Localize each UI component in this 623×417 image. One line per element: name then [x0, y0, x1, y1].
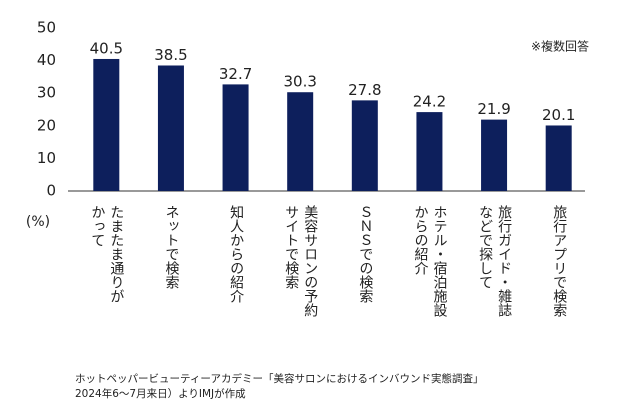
bar [416, 112, 443, 191]
y-axis-label: (%) [26, 214, 50, 230]
bar [222, 84, 249, 191]
x-tick-label: 知人からの紹介 [228, 205, 245, 303]
y-tick-label: 20 [37, 116, 56, 134]
note: ※複数回答 [531, 39, 589, 54]
bar [93, 58, 120, 191]
x-tick-label: ネットで検索 [163, 205, 180, 289]
bar [157, 65, 184, 191]
value-label: 40.5 [90, 39, 123, 57]
x-tick-label: 旅行ガイド・雑誌 などで探して [477, 205, 513, 317]
x-tick-label: ホテル・宿泊施設 からの紹介 [412, 205, 448, 317]
x-tick-label: 美容サロンの予約 サイトで検索 [283, 205, 319, 317]
bar [545, 125, 572, 191]
bar [287, 92, 314, 191]
value-label: 38.5 [154, 46, 187, 64]
y-tick-label: 40 [37, 51, 56, 69]
x-tick-label: ＳＮＳでの検索 [357, 205, 374, 303]
value-label: 30.3 [283, 73, 316, 91]
bar [351, 100, 378, 191]
y-tick-label: 10 [37, 149, 56, 167]
value-label: 21.9 [477, 100, 510, 118]
x-tick-label: 旅行アプリで検索 [551, 205, 568, 317]
value-label: 27.8 [348, 81, 381, 99]
value-label: 24.2 [413, 93, 446, 111]
y-tick-label: 30 [37, 84, 56, 102]
y-tick-label: 0 [46, 182, 56, 200]
source-line: ホットペッパービューティーアカデミー「美容サロンにおけるインバウンド実態調査」 [75, 373, 484, 385]
x-tick-label: たまたま通りが かって [89, 205, 125, 303]
y-tick-label: 50 [37, 19, 56, 37]
bar [481, 119, 508, 191]
value-label: 32.7 [219, 65, 252, 83]
value-label: 20.1 [542, 106, 575, 124]
source-line: 2024年6〜7月来日）よりIMJが作成 [75, 388, 246, 400]
